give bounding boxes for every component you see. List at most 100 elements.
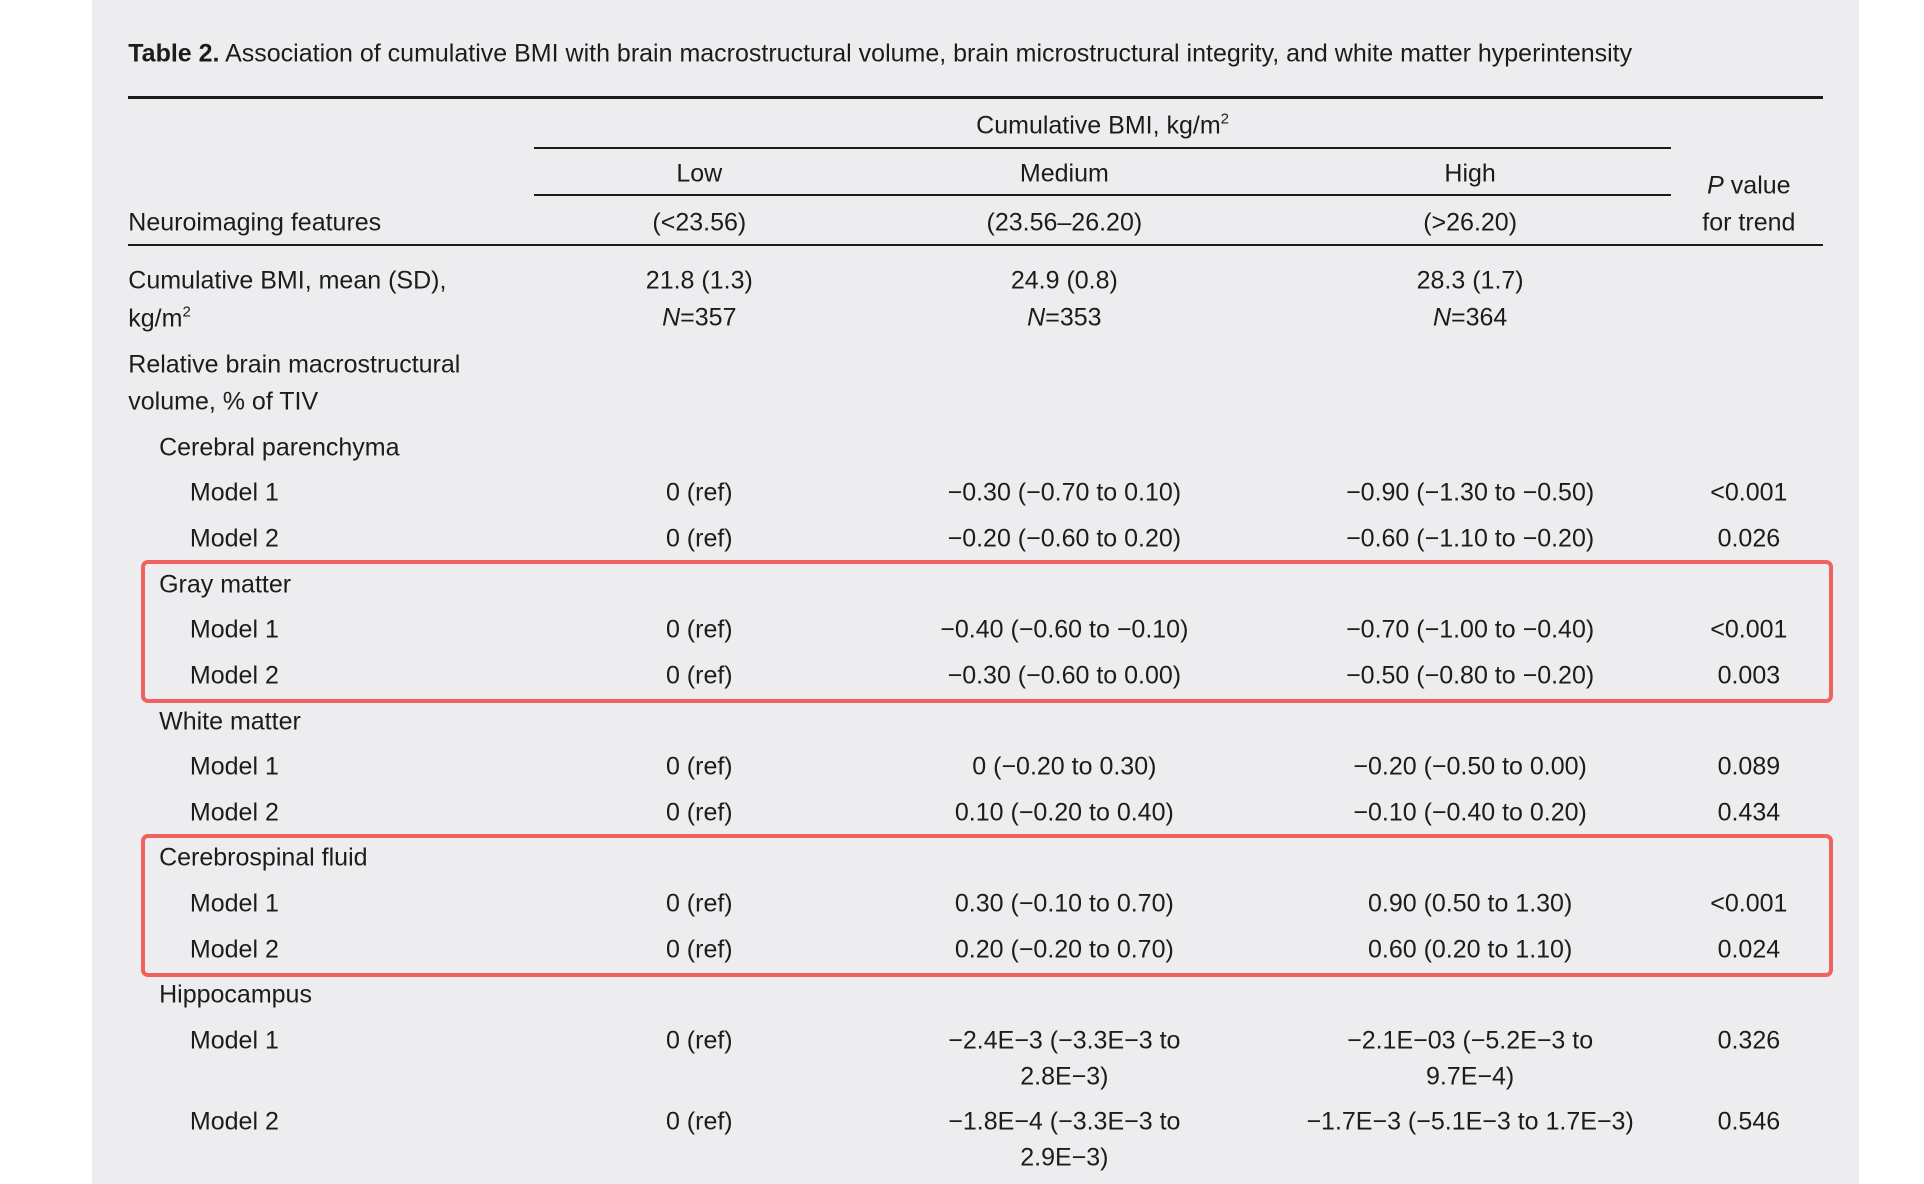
column-range: (23.56–26.20) — [986, 208, 1143, 237]
model-label: Model 2 — [189, 524, 279, 553]
cell-value: −1.8E−4 (−3.3E−3 to — [948, 1107, 1181, 1136]
cell-value: 2.9E−3) — [1020, 1143, 1109, 1172]
cell-value: 0.326 — [1717, 1026, 1781, 1055]
cell-value: 0.30 (−0.10 to 0.70) — [954, 889, 1174, 918]
summary-n: N=353 — [1027, 303, 1102, 332]
summary-n: N=364 — [1432, 303, 1508, 332]
cell-value: 0 (−0.20 to 0.30) — [972, 752, 1157, 781]
cell-value: −0.20 (−0.60 to 0.20) — [947, 524, 1182, 553]
model-label: Model 2 — [189, 661, 279, 690]
rule — [128, 96, 1823, 100]
cell-value: −2.4E−3 (−3.3E−3 to — [948, 1026, 1181, 1055]
table-caption: Table 2. Association of cumulative BMI w… — [128, 39, 1633, 68]
n-symbol: N — [662, 303, 681, 332]
cell-value: −0.50 (−0.80 to −0.20) — [1346, 661, 1595, 690]
cell-value: 0 (ref) — [665, 1107, 733, 1136]
cell-value: −1.7E−3 (−5.1E−3 to 1.7E−3) — [1306, 1107, 1634, 1136]
summary-mean: 24.9 (0.8) — [1010, 266, 1118, 295]
column-name: Low — [676, 159, 723, 188]
cell-value: −0.90 (−1.30 to −0.50) — [1346, 478, 1595, 507]
rule — [128, 244, 1823, 247]
cell-value: 0.546 — [1717, 1107, 1781, 1136]
model-label: Model 2 — [189, 935, 279, 964]
model-label: Model 1 — [189, 615, 279, 644]
cell-value: −0.70 (−1.00 to −0.40) — [1346, 615, 1595, 644]
table-panel — [92, 0, 1859, 1184]
cell-value: 0 (ref) — [665, 752, 733, 781]
caption-label: Table 2. — [128, 39, 220, 68]
group-text: Cumulative BMI, kg/m — [976, 111, 1221, 140]
cell-value: <0.001 — [1710, 889, 1788, 918]
model-label: Model 1 — [189, 889, 279, 918]
cell-value: −0.30 (−0.60 to 0.00) — [947, 661, 1182, 690]
cell-value: −0.20 (−0.50 to 0.00) — [1353, 752, 1587, 781]
group-name: Cerebrospinal fluid — [159, 843, 368, 872]
section-title: volume, % of TIV — [128, 387, 319, 416]
cell-value: 0 (ref) — [665, 524, 733, 553]
summary-label: kg/m2 — [128, 305, 191, 332]
column-range: (<23.56) — [652, 208, 747, 237]
cell-value: −0.10 (−0.40 to 0.20) — [1353, 798, 1587, 827]
group-name: Gray matter — [159, 570, 292, 599]
summary-mean: 28.3 (1.7) — [1416, 266, 1524, 295]
group-sup: 2 — [1220, 110, 1230, 128]
cell-value: 0.434 — [1717, 798, 1781, 827]
rule — [534, 146, 1672, 149]
p-symbol: P — [1707, 171, 1724, 200]
cell-value: −0.60 (−1.10 to −0.20) — [1346, 524, 1595, 553]
model-label: Model 1 — [189, 478, 279, 507]
cell-value: 0.003 — [1717, 661, 1781, 690]
cell-value: 0 (ref) — [665, 935, 733, 964]
cell-value: 0.026 — [1717, 524, 1781, 553]
stub-header: Neuroimaging features — [128, 208, 382, 237]
cell-value: −2.1E−03 (−5.2E−3 to — [1347, 1026, 1594, 1055]
cell-value: 0.089 — [1717, 752, 1781, 781]
highlight-box — [140, 559, 1833, 703]
summary-unit: kg/m — [128, 304, 183, 333]
p-text: value — [1730, 171, 1791, 200]
model-label: Model 2 — [189, 1107, 279, 1136]
cell-value: 0 (ref) — [665, 478, 733, 507]
column-name: Medium — [1019, 159, 1109, 188]
cell-value: 0 (ref) — [665, 615, 733, 644]
cell-value: 2.8E−3) — [1020, 1062, 1109, 1091]
model-label: Model 1 — [189, 1026, 279, 1055]
cell-value: <0.001 — [1710, 615, 1788, 644]
n-value: =353 — [1045, 303, 1102, 332]
column-name: High — [1444, 159, 1496, 188]
summary-mean: 21.8 (1.3) — [645, 266, 753, 295]
group-name: Cerebral parenchyma — [159, 433, 400, 462]
cell-value: −0.40 (−0.60 to −0.10) — [940, 615, 1189, 644]
cell-value: 0 (ref) — [665, 1026, 733, 1055]
cell-value: 0.024 — [1717, 935, 1781, 964]
cell-value: 9.7E−4) — [1425, 1062, 1515, 1091]
p-value-header-line2: for trend — [1702, 208, 1796, 237]
caption-text: Association of cumulative BMI with brain… — [225, 39, 1633, 68]
group-name: Hippocampus — [159, 980, 312, 1009]
summary-n: N=357 — [662, 303, 737, 332]
section-title: Relative brain macrostructural — [128, 350, 461, 379]
column-range: (>26.20) — [1423, 208, 1518, 237]
rule — [534, 193, 1672, 196]
p-value-header: P value — [1707, 171, 1791, 200]
cell-value: 0.60 (0.20 to 1.10) — [1367, 935, 1573, 964]
cell-value: 0.20 (−0.20 to 0.70) — [954, 935, 1174, 964]
highlight-box — [140, 833, 1833, 977]
cell-value: 0 (ref) — [665, 798, 733, 827]
model-label: Model 2 — [189, 798, 279, 827]
summary-label: Cumulative BMI, mean (SD), — [128, 266, 447, 295]
cell-value: 0 (ref) — [665, 889, 733, 918]
column-group-header: Cumulative BMI, kg/m2 — [976, 111, 1229, 138]
n-symbol: N — [1432, 303, 1451, 332]
group-name: White matter — [159, 707, 301, 735]
n-value: =357 — [680, 303, 737, 332]
n-symbol: N — [1027, 303, 1046, 332]
summary-sup: 2 — [182, 303, 191, 321]
cell-value: 0 (ref) — [665, 661, 733, 690]
cell-value: 0.10 (−0.20 to 0.40) — [954, 798, 1174, 827]
cell-value: <0.001 — [1710, 478, 1788, 507]
cell-value: −0.30 (−0.70 to 0.10) — [947, 478, 1182, 507]
model-label: Model 1 — [189, 752, 279, 781]
n-value: =364 — [1451, 303, 1508, 332]
